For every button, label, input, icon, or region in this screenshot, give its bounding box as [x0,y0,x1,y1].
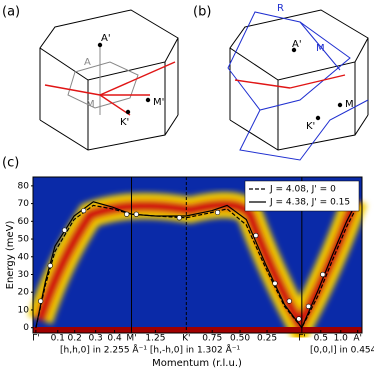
prism-b [227,9,369,161]
point-label: R [277,3,284,14]
point-label: M [86,99,95,110]
data-point [286,298,292,304]
x-tick-label: K' [182,334,190,344]
x-tick-label: 0.25 [257,334,277,344]
panel-label: (c) [2,156,19,171]
path-label: [h,h,0] in 2.255 Å⁻¹ [60,344,147,356]
data-point [38,298,44,304]
data-point [133,211,139,217]
x-tick-label: 0.4 [107,334,122,344]
x-tick-label: 0.50 [230,334,250,344]
prism-a [39,9,179,151]
x-tick-label: A' [353,334,362,344]
point-label: M' [153,97,164,108]
y-tick-label: 50 [18,235,30,245]
point-label: K' [120,117,129,128]
dispersion-line [35,199,359,329]
x-tick-label: Γ' [32,334,40,344]
x-tick-label: M' [126,334,136,344]
y-tick-label: 60 [18,217,30,227]
x-tick-label: 0.2 [68,334,82,344]
data-point [305,303,312,310]
panel-label: (a) [2,5,20,20]
point-label: A' [101,33,111,44]
x-axis-label: Momentum (r.l.u.) [152,358,242,369]
legend-label: J = 4.38, J' = 0.15 [269,198,350,208]
y-tick-label: 20 [18,288,30,298]
y-tick-label: 10 [18,305,30,315]
point-label: M' [345,99,356,110]
point-label: A [84,57,91,68]
y-tick-label: 40 [18,252,30,262]
path-label: [0,0,l] in 0.454 Å⁻¹ [310,344,374,356]
y-tick-label: 70 [18,199,30,209]
data-point [124,211,130,217]
dispersion-line [35,204,359,329]
panel-label: (b) [193,5,211,20]
elastic-line [33,327,362,333]
x-tick-label: 0.5 [314,334,328,344]
legend-label: J = 4.08, J' = 0 [269,185,336,195]
x-tick-label: 0.3 [88,334,102,344]
y-tick-label: 30 [18,270,30,280]
point-label: A' [292,39,302,50]
point-label: K' [306,121,315,132]
data-point [320,271,326,278]
x-tick-label: 0.1 [51,334,65,344]
data-point [214,209,221,216]
data-point [176,215,182,221]
data-point [296,316,302,322]
y-axis-label: Energy (meV) [5,221,16,290]
legend-box [244,180,360,212]
intensity-map [27,192,368,353]
y-tick-label: 0 [23,323,29,333]
plot-frame [32,176,363,334]
x-tick-label: Γ' [298,334,306,344]
path-label: [h,-h,0] in 1.302 Å⁻¹ [150,344,241,356]
x-tick-label: 1.25 [145,334,165,344]
data-point [253,232,259,239]
data-point [272,280,278,286]
data-point [47,263,53,269]
data-point [81,208,87,214]
point-label: M [316,43,325,54]
x-tick-label: 1.0 [334,334,349,344]
data-point [61,227,68,233]
y-tick-label: 80 [18,181,30,191]
x-tick-label: 0.75 [202,334,222,344]
